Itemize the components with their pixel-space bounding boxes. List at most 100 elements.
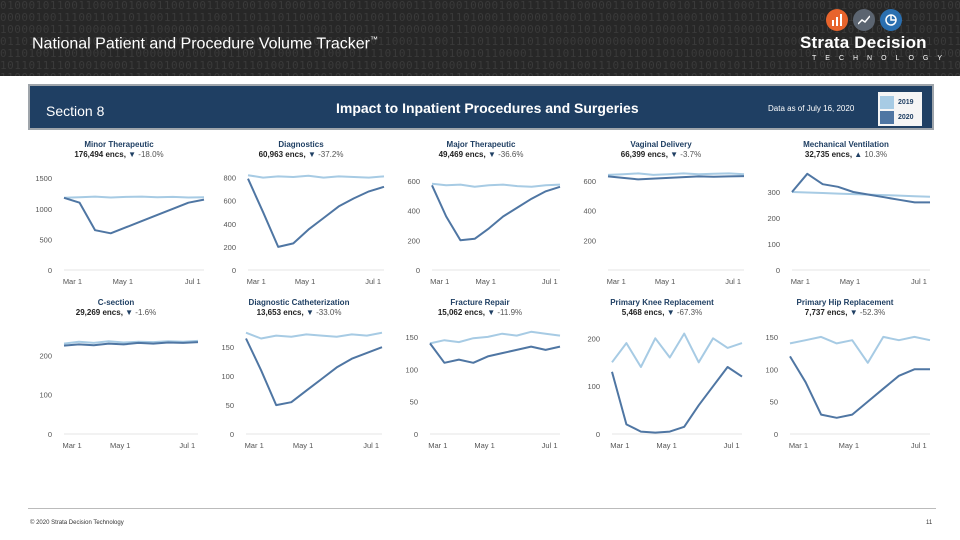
chart-panel: Diagnostic Catheterization 13,653 encs, ▼… <box>210 296 388 456</box>
y-tick-label: 50 <box>410 398 418 407</box>
chart-panel: Major Therapeutic 49,469 encs, ▼ -36.6% 60… <box>396 138 566 292</box>
chart-title: Vaginal Delivery <box>630 140 692 149</box>
chart-panel: Mechanical Ventilation 32,735 encs, ▲ 10.… <box>756 138 936 292</box>
x-tick-label: Jul 1 <box>363 441 379 450</box>
change-arrow-icon: ▼ <box>307 150 316 159</box>
change-arrow-icon: ▼ <box>487 308 496 317</box>
chart-change: -33.0% <box>313 308 342 317</box>
chart-change: -67.3% <box>674 308 703 317</box>
line-chart: 800 600 400 200 0 Mar 1 May 1 Jul 1 <box>223 174 385 286</box>
series-line-2019 <box>429 330 561 345</box>
legend-label-2019: 2019 <box>898 98 914 106</box>
x-tick-label: May 1 <box>840 277 860 286</box>
series-line-2020 <box>611 366 743 434</box>
logo-icons <box>826 9 902 31</box>
series-line-2020 <box>607 175 745 181</box>
change-arrow-icon: ▼ <box>487 150 496 159</box>
y-tick-label: 0 <box>776 266 780 275</box>
page-number: 11 <box>926 520 933 526</box>
legend-label-2020: 2020 <box>898 113 914 121</box>
y-tick-label: 0 <box>232 266 236 275</box>
x-tick-label: May 1 <box>293 441 313 450</box>
y-tick-label: 0 <box>48 430 52 439</box>
series-line-2019 <box>63 195 205 199</box>
chart-panel: Diagnostics 60,963 encs, ▼ -37.2% 800 600 40… <box>212 138 390 292</box>
series-line-2020 <box>245 338 383 407</box>
chart-title: Diagnostic Catheterization <box>248 298 350 307</box>
legend-swatch-2020 <box>880 110 894 124</box>
x-tick-label: Mar 1 <box>610 441 629 450</box>
y-tick-label: 400 <box>583 207 596 216</box>
y-tick-label: 0 <box>416 266 420 275</box>
y-tick-label: 100 <box>767 240 780 249</box>
chart-title: Diagnostics <box>278 140 324 149</box>
chart-stat: 5,468 encs, ▼ -67.3% <box>576 308 748 317</box>
chart-stat: 66,399 encs, ▼ -3.7% <box>572 150 750 159</box>
page-title-text: National Patient and Procedure Volume Tr… <box>32 35 370 53</box>
line-chart-icon <box>853 9 875 31</box>
y-tick-label: 200 <box>39 351 52 360</box>
chart-stat: 29,269 encs, ▼ -1.6% <box>28 308 204 317</box>
x-tick-label: Jul 1 <box>725 277 741 286</box>
line-chart: 600 400 200 Mar 1 May 1 Jul 1 <box>583 172 745 286</box>
chart-change: -18.0% <box>136 150 164 159</box>
chart-encounters: 15,062 encs, <box>437 308 488 317</box>
chart-stat: 13,653 encs, ▼ -33.0% <box>210 308 388 317</box>
x-tick-label: May 1 <box>655 277 675 286</box>
top-banner: 0100010110011000101000110010011001001001… <box>0 0 960 76</box>
y-tick-label: 100 <box>587 382 600 391</box>
pie-chart-icon <box>880 9 902 31</box>
x-tick-label: Mar 1 <box>245 441 264 450</box>
y-tick-label: 200 <box>767 214 780 223</box>
chart-panel: Primary Hip Replacement 7,737 encs, ▼ -52… <box>754 296 936 456</box>
chart-title: Fracture Repair <box>450 298 510 307</box>
series-line-2019 <box>63 339 199 345</box>
chart-change: -1.6% <box>133 308 157 317</box>
line-chart: 1500 1000 500 0 Mar 1 May 1 Jul 1 <box>35 174 205 286</box>
chart-panel: Primary Knee Replacement 5,468 encs, ▼ -6… <box>576 296 748 456</box>
series-line-2019 <box>791 191 931 198</box>
x-tick-label: Mar 1 <box>430 277 449 286</box>
chart-stat: 32,735 encs, ▲ 10.3% <box>756 150 936 159</box>
x-tick-label: Mar 1 <box>607 277 626 286</box>
y-tick-label: 150 <box>765 333 778 342</box>
chart-panel: Vaginal Delivery 66,399 encs, ▼ -3.7% 600 4… <box>572 138 750 292</box>
footer-divider <box>28 508 936 509</box>
line-chart: 150 100 50 0 Mar 1 May 1 Jul 1 <box>221 331 383 450</box>
chart-encounters: 29,269 encs, <box>75 308 126 317</box>
chart-panel: C-section 29,269 encs, ▼ -1.6% 200 100 0 Mar … <box>28 296 204 456</box>
chart-title: Major Therapeutic <box>446 140 516 149</box>
y-tick-label: 150 <box>221 343 234 352</box>
x-tick-label: May 1 <box>656 441 676 450</box>
x-tick-label: Mar 1 <box>791 277 810 286</box>
y-tick-label: 100 <box>221 372 234 381</box>
chart-title: Mechanical Ventilation <box>803 140 889 149</box>
series-line-2019 <box>789 335 931 364</box>
x-tick-label: Jul 1 <box>185 277 201 286</box>
line-chart: 300 200 100 0 Mar 1 May 1 Jul 1 <box>767 172 931 286</box>
y-tick-label: 0 <box>596 430 600 439</box>
line-chart: 600 400 200 0 Mar 1 May 1 Jul 1 <box>407 177 561 286</box>
y-tick-label: 300 <box>767 188 780 197</box>
chart-encounters: 49,469 encs, <box>438 150 488 159</box>
y-tick-label: 150 <box>405 333 418 342</box>
page-title: National Patient and Procedure Volume Tr… <box>32 35 378 53</box>
x-tick-label: Mar 1 <box>63 277 82 286</box>
series-line-2019 <box>245 331 383 340</box>
series-line-2020 <box>789 355 930 419</box>
y-tick-label: 800 <box>223 174 236 183</box>
x-tick-label: May 1 <box>839 441 859 450</box>
section-label: Section 8 <box>46 103 105 119</box>
y-tick-label: 0 <box>414 430 418 439</box>
x-tick-label: May 1 <box>110 441 130 450</box>
change-arrow-icon: ▼ <box>125 308 134 317</box>
y-tick-label: 400 <box>223 220 236 229</box>
footer-copyright: © 2020 Strata Decision Technology <box>30 520 124 526</box>
chart-change: 10.3% <box>862 150 888 159</box>
x-tick-label: May 1 <box>113 277 133 286</box>
y-tick-label: 200 <box>223 243 236 252</box>
brand-name: Strata Decision <box>800 33 927 52</box>
y-tick-label: 0 <box>48 266 52 275</box>
y-tick-label: 400 <box>407 207 420 216</box>
line-chart: 150 100 50 0 Mar 1 May 1 Jul 1 <box>765 333 931 450</box>
